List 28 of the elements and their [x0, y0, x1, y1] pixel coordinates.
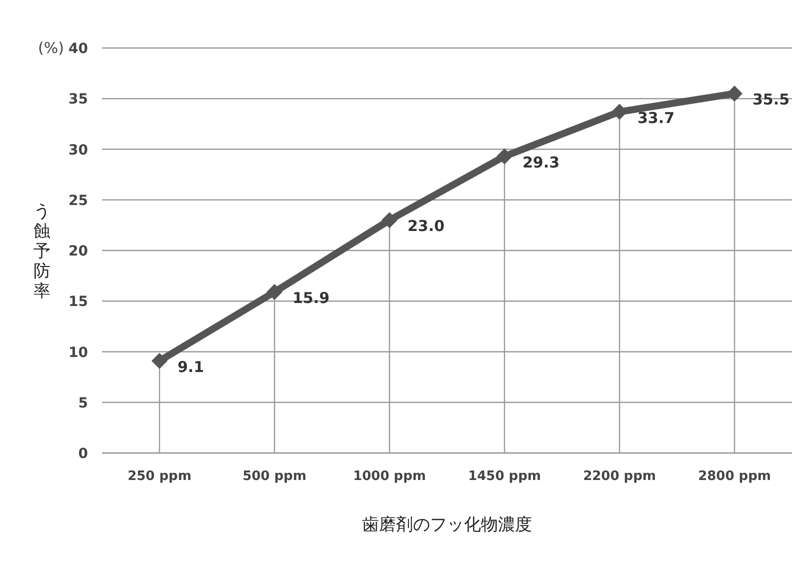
- data-label: 35.5: [752, 90, 790, 109]
- y-tick-label: 5: [78, 395, 88, 412]
- y-tick-label: 40: [68, 41, 88, 57]
- y-tick-label: 35: [68, 92, 88, 108]
- y-tick-label: 30: [68, 142, 88, 158]
- point: [496, 148, 512, 164]
- x-tick-label: 1000 ppm: [353, 469, 426, 484]
- y-tick-label: 0: [78, 446, 88, 462]
- y-tick-label: 10: [68, 344, 88, 361]
- y-axis-title: う蝕予防率: [34, 202, 50, 302]
- data-label: 15.9: [292, 289, 330, 308]
- point: [382, 212, 398, 228]
- point: [152, 352, 168, 369]
- data-label: 33.7: [638, 108, 675, 127]
- text: (%): [38, 39, 64, 57]
- x-axis-title: 歯磨剤のフッ化物濃度: [362, 515, 532, 535]
- x-tick-label: 1450 ppm: [468, 469, 541, 484]
- x-tick-label: 250 ppm: [128, 469, 192, 484]
- point: [266, 284, 282, 300]
- x-tick-label: 2200 ppm: [583, 469, 656, 484]
- y-tick-label: 20: [68, 244, 88, 260]
- y-tick-label: 25: [68, 192, 88, 209]
- data-label: 23.0: [408, 217, 445, 236]
- x-tick-label: 2800 ppm: [698, 469, 771, 484]
- data-label: 9.1: [178, 358, 204, 376]
- x-tick-label: 500 ppm: [242, 469, 306, 484]
- data-label: 29.3: [522, 153, 560, 172]
- y-tick-label: 15: [68, 294, 88, 310]
